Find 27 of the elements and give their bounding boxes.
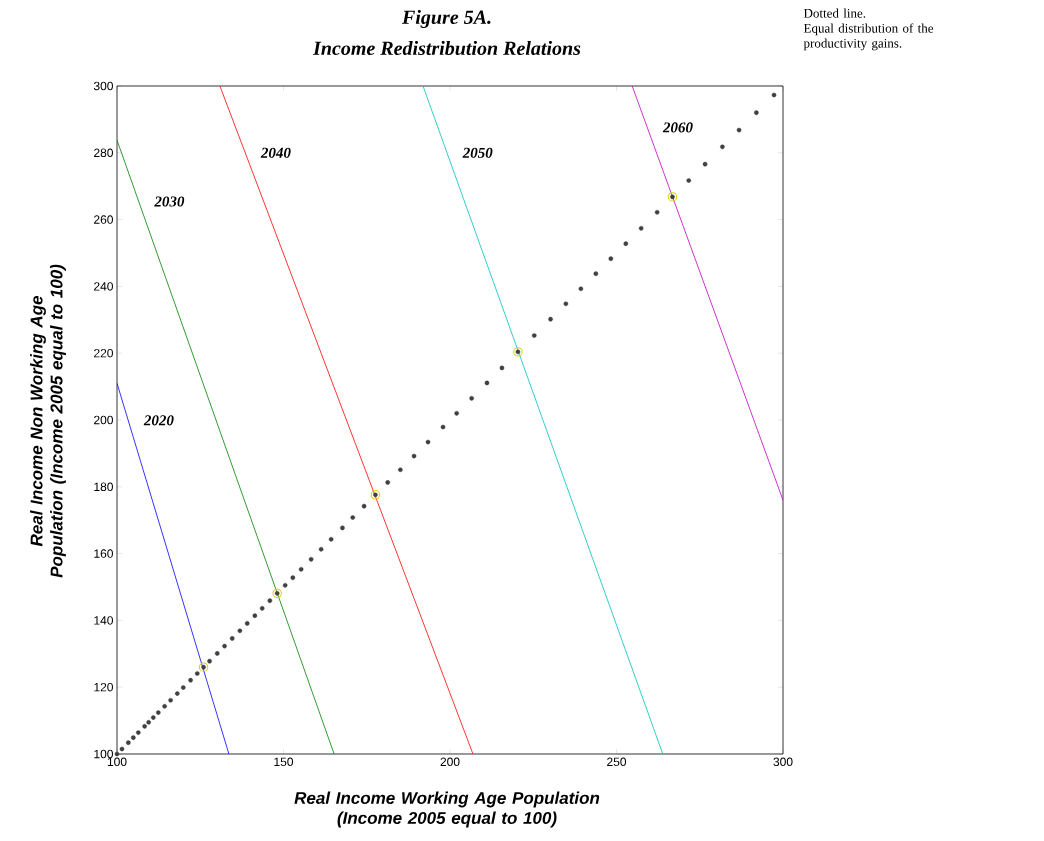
y-tick-label: 140 <box>94 616 113 625</box>
y-tick-label: 240 <box>94 282 113 291</box>
y-tick-label: 260 <box>94 215 113 224</box>
x-tick-label: 200 <box>440 757 460 767</box>
y-tick-label: 120 <box>94 682 113 692</box>
series-label: 2030 <box>154 196 185 207</box>
series-label: 2060 <box>662 122 693 133</box>
x-tick-label: 100 <box>107 757 127 767</box>
y-tick-label: 280 <box>94 148 113 158</box>
series-label: 2040 <box>260 147 291 158</box>
y-tick-label: 300 <box>93 81 113 91</box>
x-tick-label: 150 <box>274 757 294 767</box>
y-tick-label: 200 <box>94 415 113 425</box>
series-label: 2020 <box>143 415 174 426</box>
x-tick-label: 250 <box>607 757 627 767</box>
y-tick-label: 100 <box>94 749 113 759</box>
y-tick-label: 220 <box>94 348 113 358</box>
chart-subtitle: Income Redistribution Relations <box>312 40 581 56</box>
y-axis-title: Real Income Non Working Age Population (Income 2005 equal to 100) <box>30 264 66 578</box>
x-tick-label: 300 <box>773 757 793 767</box>
chart-title: Figure 5A. <box>401 9 491 29</box>
text: Dotted line. <box>803 8 866 18</box>
x-axis-title: Real Income Working Age Population (Income 2005 equal to 100) <box>294 791 600 828</box>
y-tick-label: 180 <box>94 482 113 492</box>
series-label: 2050 <box>462 147 493 158</box>
y-tick-label: 160 <box>94 549 113 558</box>
text: Equal distribution of the productivity gains. <box>803 23 934 51</box>
